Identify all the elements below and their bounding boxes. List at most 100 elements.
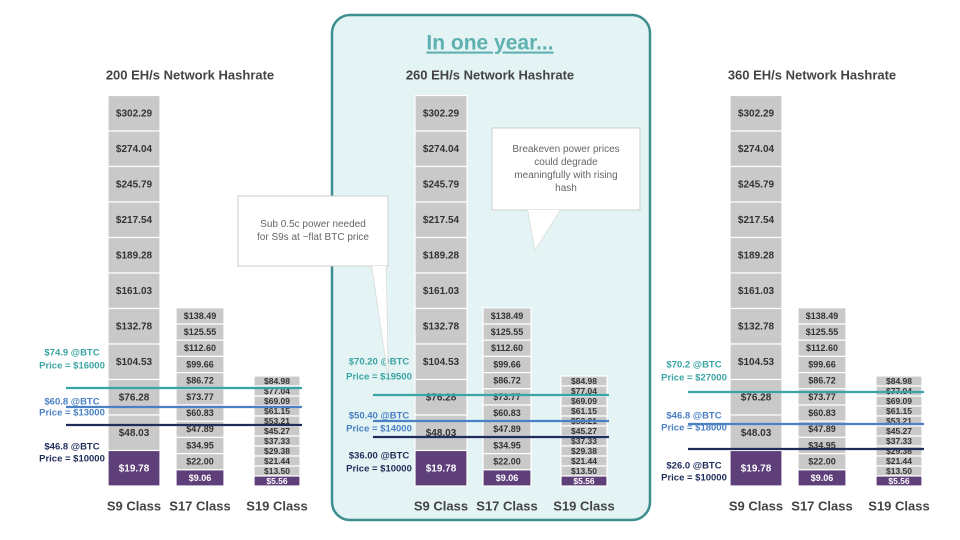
cell-label: $9.06 (811, 473, 834, 483)
cell-label: $47.89 (493, 424, 521, 434)
cell (414, 130, 468, 168)
cell (107, 94, 161, 132)
cell-label: $22.00 (186, 457, 214, 467)
cell (107, 165, 161, 203)
cell-label: $13.50 (886, 466, 912, 476)
cell-label: $84.98 (264, 376, 290, 386)
cell-label: $48.03 (426, 428, 457, 439)
btc-label: Price = $18000 (661, 423, 727, 434)
cell (729, 449, 783, 487)
column-label: S17 Class (791, 498, 852, 513)
cell-label: $9.06 (189, 473, 212, 483)
cell (253, 475, 301, 487)
cell-label: $47.89 (808, 424, 836, 434)
cell-label: $69.09 (886, 396, 912, 406)
cell-label: $86.72 (186, 376, 214, 386)
price-label: $36.00 @BTC (349, 451, 410, 462)
panel-title: 260 EH/s Network Hashrate (406, 67, 574, 82)
cell-label: $86.72 (493, 376, 521, 386)
cell-label: $132.78 (738, 321, 775, 332)
panel-title: 200 EH/s Network Hashrate (106, 67, 274, 82)
cell (729, 236, 783, 274)
cell-label: $53.21 (264, 416, 290, 426)
cell-label: $245.79 (116, 179, 153, 190)
cell-label: $34.95 (493, 440, 521, 450)
cell-label: $48.03 (119, 428, 150, 439)
cell-label: $5.56 (573, 476, 595, 486)
cell-label: $112.60 (491, 343, 523, 353)
column-label: S19 Class (246, 498, 307, 513)
cell-label: $84.98 (886, 376, 912, 386)
cell-label: $45.27 (886, 426, 912, 436)
cell-label: $77.04 (264, 386, 290, 396)
cell-label: $61.15 (264, 406, 290, 416)
cell-label: $73.77 (493, 392, 521, 402)
cell (107, 343, 161, 381)
cell (729, 343, 783, 381)
cell-label: $29.38 (264, 446, 290, 456)
cell (729, 165, 783, 203)
column-label: S19 Class (868, 498, 929, 513)
cell (107, 378, 161, 416)
btc-label: Price = $13000 (39, 408, 105, 419)
cell-label: $60.83 (808, 408, 836, 418)
cell-label: $302.29 (423, 108, 460, 119)
btc-label: Price = $10000 (346, 464, 412, 475)
cell-label: $99.66 (186, 359, 214, 369)
cell-label: $76.28 (119, 392, 150, 403)
column-label: S9 Class (107, 498, 161, 513)
price-label: $60.8 @BTC (44, 397, 99, 408)
cell-label: $104.53 (738, 357, 775, 368)
cell (414, 272, 468, 310)
cell-label: $77.04 (886, 386, 912, 396)
cell (482, 469, 532, 487)
cell-label: $5.56 (888, 476, 910, 486)
panel-title: 360 EH/s Network Hashrate (728, 67, 896, 82)
callout-text: Breakeven power prices (512, 144, 619, 155)
cell-label: $125.55 (184, 327, 217, 337)
cell-label: $48.03 (741, 428, 772, 439)
cell-label: $217.54 (116, 215, 153, 226)
cell (729, 130, 783, 168)
heading: In one year... (426, 32, 553, 55)
callout-box (237, 195, 389, 267)
cell-label: $274.04 (116, 144, 153, 155)
callout-tip-cover (528, 210, 560, 250)
cell-label: $34.95 (808, 440, 836, 450)
cell-label: $77.04 (571, 386, 597, 396)
cell-label: $217.54 (423, 215, 460, 226)
column-label: S19 Class (553, 498, 614, 513)
cell-label: $73.77 (808, 392, 836, 402)
cell-label: $125.55 (806, 327, 839, 337)
cell-label: $60.83 (186, 408, 214, 418)
cell-label: $138.49 (806, 311, 839, 321)
cell-label: $217.54 (738, 215, 775, 226)
callout-text: hash (555, 183, 577, 194)
cell-label: $13.50 (264, 466, 290, 476)
cell-label: $112.60 (806, 343, 838, 353)
cell-label: $76.28 (741, 392, 772, 403)
cell (414, 236, 468, 274)
cell-label: $37.33 (264, 436, 290, 446)
cell-label: $274.04 (738, 144, 775, 155)
cell-label: $132.78 (116, 321, 153, 332)
cell (560, 475, 608, 487)
cell (729, 378, 783, 416)
cell (107, 449, 161, 487)
cell-label: $161.03 (738, 286, 775, 297)
cell-label: $245.79 (738, 179, 775, 190)
cell-label: $112.60 (184, 343, 216, 353)
price-label: $26.0 @BTC (666, 461, 721, 472)
cell-label: $29.38 (886, 446, 912, 456)
cell-label: $73.77 (186, 392, 214, 402)
cell-label: $22.00 (808, 457, 836, 467)
cell-label: $37.33 (886, 436, 912, 446)
cell-label: $69.09 (571, 396, 597, 406)
cell-label: $53.21 (886, 416, 912, 426)
cell (107, 414, 161, 452)
cell-label: $189.28 (116, 250, 153, 261)
column-label: S9 Class (414, 498, 468, 513)
cell-label: $22.00 (493, 457, 521, 467)
cell (875, 475, 923, 487)
